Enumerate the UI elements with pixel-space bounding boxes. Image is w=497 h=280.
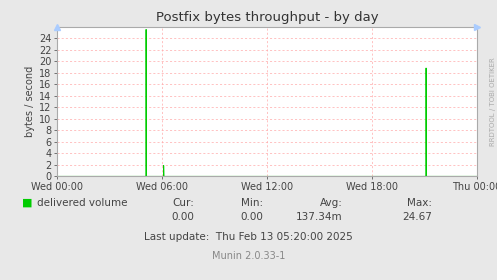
Text: Cur:: Cur:	[172, 198, 194, 208]
Text: 24.67: 24.67	[403, 212, 432, 222]
Text: Munin 2.0.33-1: Munin 2.0.33-1	[212, 251, 285, 261]
Text: Max:: Max:	[408, 198, 432, 208]
Text: 137.34m: 137.34m	[296, 212, 343, 222]
Text: Avg:: Avg:	[320, 198, 343, 208]
Text: Min:: Min:	[241, 198, 263, 208]
Text: delivered volume: delivered volume	[37, 198, 128, 208]
Text: Last update:  Thu Feb 13 05:20:00 2025: Last update: Thu Feb 13 05:20:00 2025	[144, 232, 353, 242]
Text: Postfix bytes throughput - by day: Postfix bytes throughput - by day	[156, 11, 378, 24]
Text: ■: ■	[22, 198, 33, 208]
Y-axis label: bytes / second: bytes / second	[25, 66, 35, 137]
Text: RRDTOOL / TOBI OETIKER: RRDTOOL / TOBI OETIKER	[490, 57, 496, 146]
Text: 0.00: 0.00	[171, 212, 194, 222]
Text: 0.00: 0.00	[241, 212, 263, 222]
